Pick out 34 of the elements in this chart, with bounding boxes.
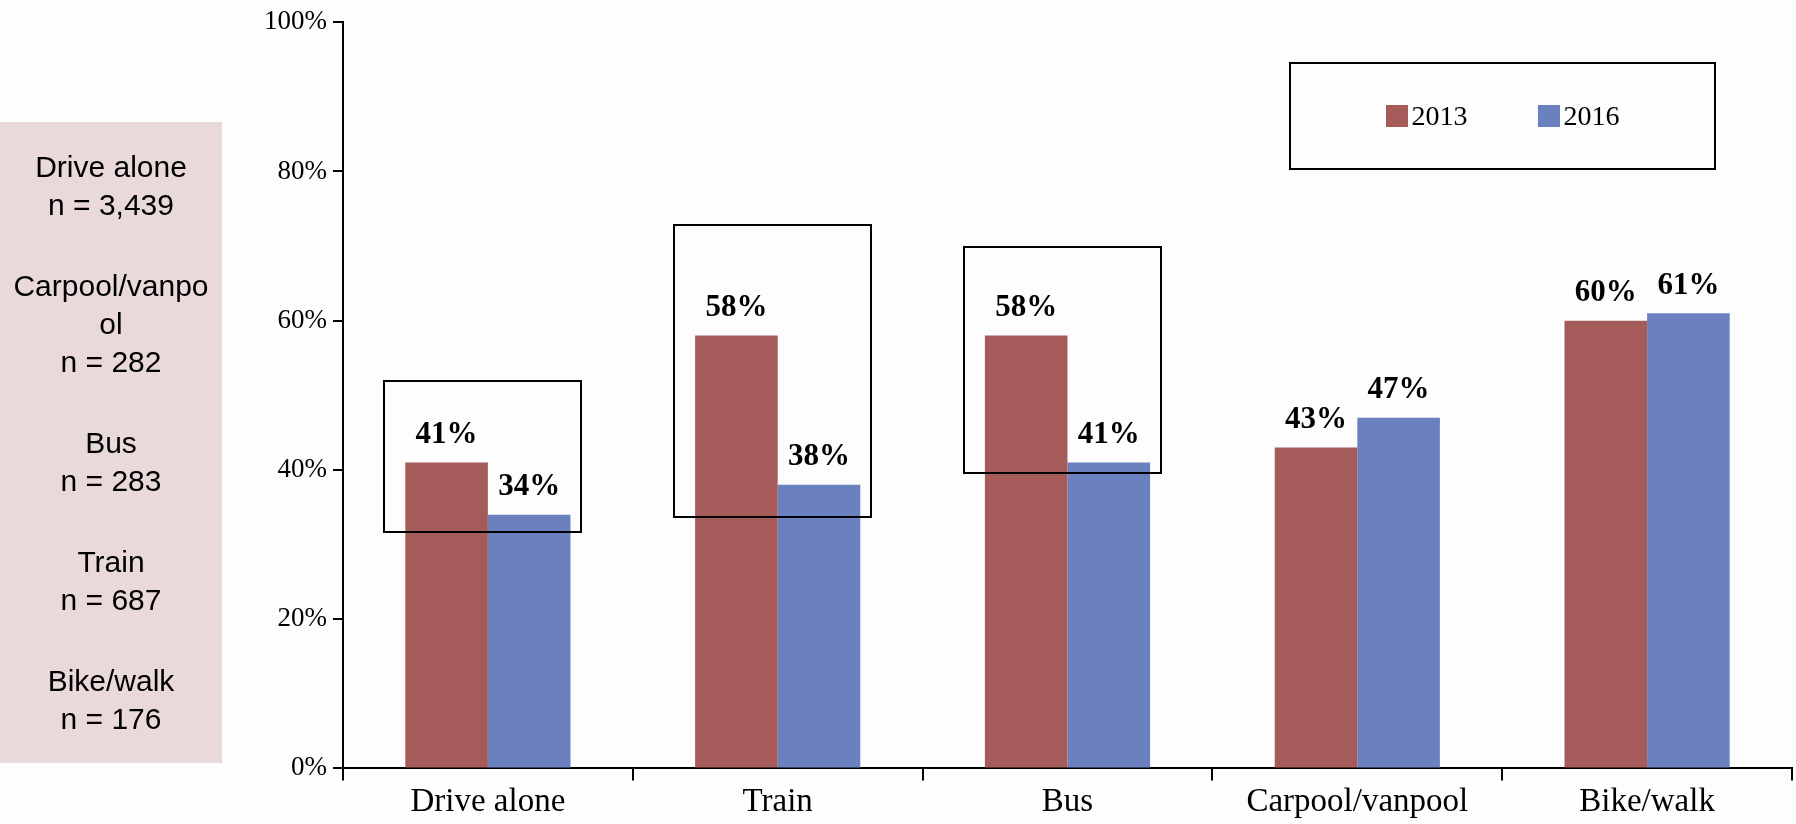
bar	[1564, 320, 1648, 768]
bar	[1357, 417, 1440, 768]
bar	[405, 462, 488, 768]
text: 38%	[787, 437, 850, 473]
y-tick-label: 60%	[277, 303, 327, 334]
bar	[487, 514, 571, 768]
bar	[1274, 447, 1358, 768]
x-tick-label: Bus	[1041, 781, 1094, 818]
x-tick-label: Train	[742, 781, 813, 818]
bar	[984, 335, 1068, 768]
text: 61%	[1657, 265, 1720, 301]
text: 58%	[995, 288, 1058, 324]
text: 41%	[415, 414, 478, 450]
bar	[1067, 462, 1151, 768]
text: 34%	[498, 467, 561, 503]
legend-label: 2013	[1411, 100, 1468, 132]
y-tick-label: 20%	[277, 602, 327, 633]
y-tick-label: 0%	[290, 751, 327, 782]
x-tick-label: Drive alone	[410, 781, 566, 818]
bar	[1647, 313, 1730, 768]
x-tick-label: Bike/walk	[1579, 781, 1716, 818]
sample-size-panel: Drive alone n = 3,439 Carpool/vanpool n = 282 Bus n = 283 Train n = 687 Bike/walk n = 176	[0, 122, 222, 763]
text: 60%	[1574, 273, 1637, 309]
x-tick-label: Carpool/vanpool	[1246, 781, 1469, 818]
text: 41%	[1077, 414, 1140, 450]
bar	[777, 484, 861, 768]
text: 58%	[705, 288, 768, 324]
y-tick-label: 80%	[277, 154, 327, 185]
legend-label: 2016	[1563, 100, 1620, 132]
text: 43%	[1285, 400, 1347, 436]
text: 47%	[1367, 370, 1430, 406]
bar	[695, 335, 778, 768]
y-tick-label: 100%	[263, 5, 327, 36]
y-tick-label: 40%	[277, 453, 327, 484]
